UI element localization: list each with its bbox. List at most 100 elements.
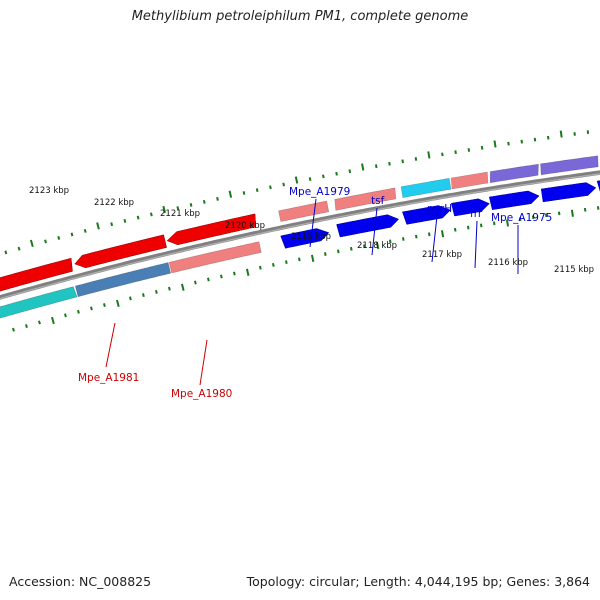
inner-tick: [401, 237, 405, 241]
inner-tick: [531, 215, 535, 220]
outer-tick: [149, 212, 153, 217]
outer-tick: [57, 235, 61, 240]
outer-tick: [162, 205, 166, 214]
scale-label-2116: 2116 kbp: [488, 258, 528, 268]
outer-tick: [4, 250, 8, 255]
outer-tick: [269, 185, 272, 190]
genome-backbone: [0, 170, 600, 300]
inner-tick: [103, 303, 106, 307]
inner-tick: [181, 283, 185, 291]
inner-tick: [362, 244, 366, 249]
outer-tick: [441, 152, 444, 157]
inner-tick: [142, 293, 145, 298]
inner-tick: [544, 213, 548, 218]
feature-tracks: [0, 155, 599, 319]
gene-label-pyrh[interactable]: pyrH: [427, 203, 452, 215]
gene-label-mpe-a1979[interactable]: Mpe_A1979: [289, 186, 350, 198]
scale-labels: 2123 kbp 2122 kbp 2121 kbp 2120 kbp 2119…: [29, 186, 594, 275]
outer-tick: [96, 222, 100, 230]
outer-tick: [70, 232, 74, 237]
outer-tick: [322, 174, 325, 179]
outer-tick: [123, 218, 127, 223]
inner-tick: [258, 265, 262, 270]
inner-tick: [284, 260, 288, 265]
outer-tick: [228, 190, 233, 198]
inner-tick: [518, 217, 522, 222]
outer-tick: [242, 191, 246, 195]
inner-tick: [375, 241, 380, 250]
scale-label-2119: 2119 kbp: [291, 232, 331, 242]
inner-tick: [479, 223, 483, 228]
outer-tick: [17, 246, 21, 251]
outer-tick: [467, 148, 471, 152]
outer-tick: [401, 159, 404, 164]
cds-mpe-a1979: [280, 228, 330, 249]
inner-tick: [168, 286, 171, 291]
outer-tick: [480, 145, 484, 150]
inner-tick: [336, 249, 340, 254]
leader-pyrh: [431, 215, 438, 263]
genome-summary-text: Topology: circular; Length: 4,044,195 bp…: [246, 574, 590, 589]
gene-label-mpe-a1980[interactable]: Mpe_A1980: [171, 388, 232, 400]
inner-tick: [155, 289, 158, 294]
outer-tick: [189, 203, 193, 207]
inner-tick: [38, 320, 41, 325]
inner-tick: [51, 316, 55, 325]
leader-tsf: [371, 207, 378, 256]
inner-tick: [219, 274, 223, 279]
inner-tick: [245, 268, 250, 276]
cds-pyrh: [402, 205, 451, 225]
outer-tick: [546, 135, 550, 140]
gene-label-frr[interactable]: frr: [470, 208, 483, 220]
outer-tick-marks: [4, 130, 590, 255]
gene-label-tsf[interactable]: tsf: [371, 195, 385, 207]
leader-mpe-a1979: [309, 198, 317, 248]
cds-mpe-a1973: [596, 180, 600, 192]
scale-label-2115: 2115 kbp: [554, 265, 594, 275]
cds-mpe-a1974: [540, 182, 597, 203]
outer-tick: [520, 139, 524, 144]
outer-tick: [348, 169, 352, 174]
gene-label-mpe-a1981[interactable]: Mpe_A1981: [78, 372, 139, 384]
outer-tick: [559, 130, 563, 138]
inner-tick: [193, 280, 197, 285]
inner-tick: [505, 219, 510, 227]
outer-tick: [44, 239, 47, 244]
inner-tick: [388, 239, 392, 244]
outer-tick: [216, 196, 219, 201]
outer-tick: [374, 164, 378, 169]
outer-tick: [335, 171, 338, 176]
scale-label-2120: 2120 kbp: [225, 221, 265, 231]
inner-tick: [64, 313, 67, 318]
cds-mpe-a1975: [488, 190, 540, 210]
feature-mpe-a1975: [489, 163, 539, 184]
inner-tick: [129, 296, 132, 301]
outer-tick: [282, 182, 285, 187]
outer-tick: [294, 176, 299, 184]
leader-mpe-a1981: [105, 322, 116, 368]
outer-tick: [361, 163, 365, 171]
backbone-highlight: [0, 173, 600, 300]
cds-frr: [450, 198, 490, 217]
cds-mpe-a1981: [74, 234, 167, 269]
feature-mpe-a1982: [0, 286, 78, 319]
map-title: Methylibium petroleiphilum PM1, complete…: [131, 9, 469, 24]
scale-label-2122: 2122 kbp: [94, 198, 134, 208]
inner-tick: [310, 254, 315, 263]
cds-tracks: [0, 180, 600, 292]
inner-tick: [414, 234, 418, 239]
outer-tick: [533, 137, 537, 142]
feature-frr: [450, 171, 489, 190]
inner-tick: [77, 309, 80, 314]
inner-tick: [116, 299, 120, 308]
gene-label-mpe-a1975[interactable]: Mpe_A1975: [491, 212, 552, 224]
scale-label-2117: 2117 kbp: [422, 250, 462, 260]
outer-tick: [110, 222, 114, 227]
inner-tick: [466, 225, 470, 230]
inner-tick: [271, 262, 275, 267]
cds-tsf: [336, 214, 400, 238]
leader-frr: [474, 220, 478, 269]
scale-label-2121: 2121 kbp: [160, 209, 200, 219]
inner-tick: [570, 209, 574, 217]
cds-mpe-a1982: [0, 257, 73, 292]
